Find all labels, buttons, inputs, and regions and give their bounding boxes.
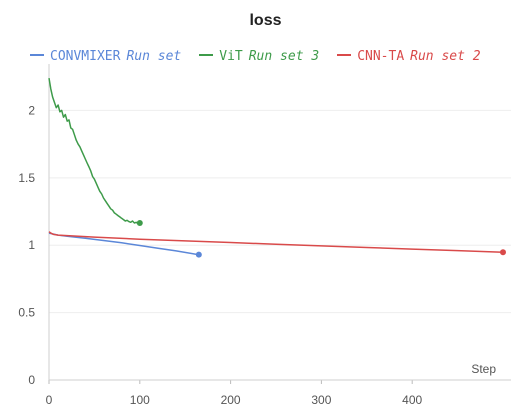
chart-legend: CONVMIXER Run set ViT Run set 3 CNN-TA Run se… xyxy=(30,49,499,64)
legend-swatch xyxy=(337,53,352,56)
legend-series-name: ViT xyxy=(219,49,243,64)
x-tick-label: 0 xyxy=(46,393,53,407)
legend-series-name: CNN-TA xyxy=(357,49,405,64)
series-end-point-convmixer xyxy=(195,251,202,258)
series-line-vit xyxy=(48,77,141,225)
series-line-cnn-ta xyxy=(48,231,504,253)
series-end-point-cnn-ta xyxy=(500,249,506,256)
legend-item-vit[interactable]: ViT Run set 3 xyxy=(199,49,319,64)
y-tick-label: 1.5 xyxy=(18,171,35,185)
legend-item-convmixer[interactable]: CONVMIXER Run set xyxy=(30,49,181,64)
y-tick-label: 0.5 xyxy=(18,306,35,320)
legend-swatch xyxy=(30,53,44,56)
legend-run-name: Run set 3 xyxy=(248,49,320,64)
x-tick-label: 300 xyxy=(311,393,331,407)
y-tick-label: 0 xyxy=(28,373,35,387)
axes xyxy=(48,64,511,384)
tick-labels: 0 0.5 1 1.5 2 0 100 200 300 400 xyxy=(18,103,422,407)
legend-swatch xyxy=(199,53,214,56)
y-tick-label: 1 xyxy=(28,238,35,252)
chart-title: loss xyxy=(249,12,282,29)
y-tick-label: 2 xyxy=(28,103,35,117)
grid-lines xyxy=(49,109,511,314)
x-tick-label: 400 xyxy=(402,393,422,407)
legend-series-name: CONVMIXER xyxy=(50,49,121,64)
series-lines xyxy=(48,77,506,258)
x-tick-label: 100 xyxy=(130,393,150,407)
legend-item-cnn-ta[interactable]: CNN-TA Run set 2 xyxy=(337,49,481,64)
series-end-point-vit xyxy=(136,219,143,226)
x-tick-label: 200 xyxy=(221,393,241,407)
x-axis-label: Step xyxy=(471,362,496,376)
legend-run-name: Run set 2 xyxy=(410,49,481,64)
legend-run-name: Run set xyxy=(126,49,182,64)
